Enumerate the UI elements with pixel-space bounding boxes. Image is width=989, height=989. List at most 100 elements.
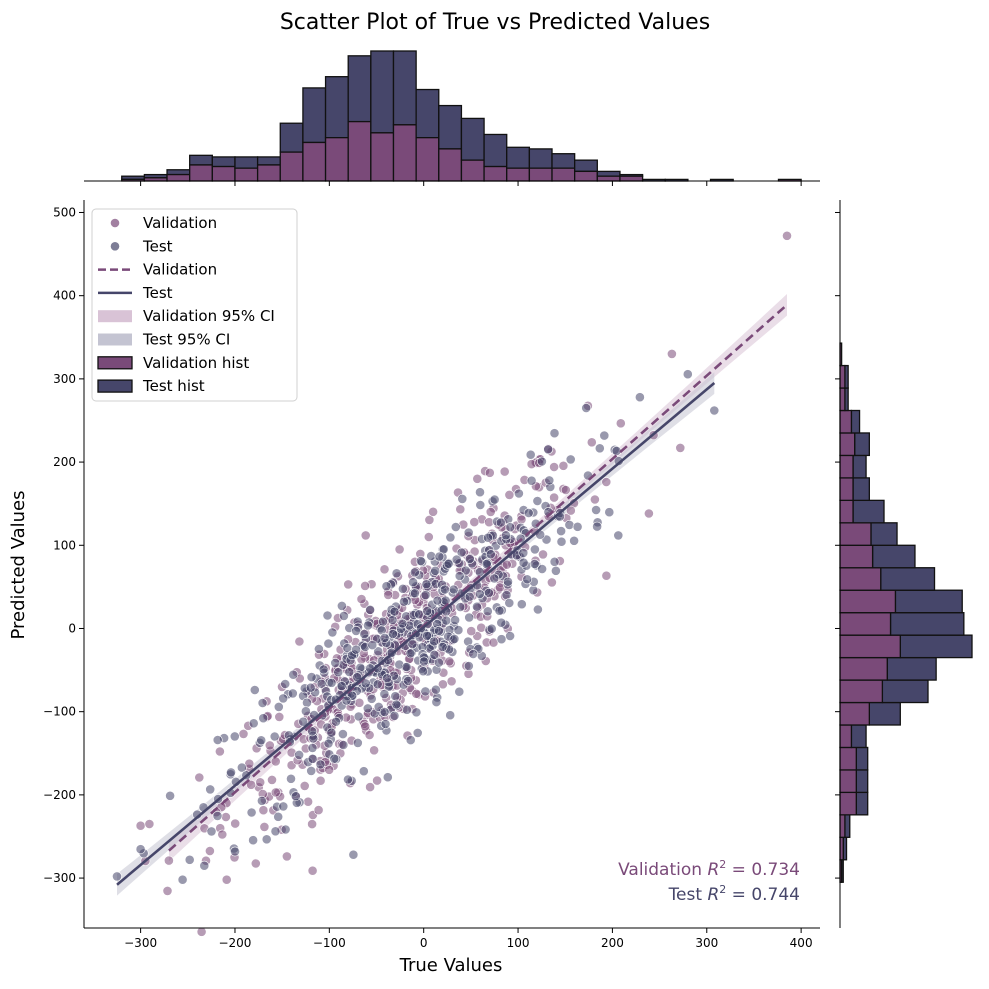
test-point <box>544 475 555 486</box>
validation-point <box>469 517 480 527</box>
test-point <box>485 549 496 560</box>
validation-point <box>437 679 448 690</box>
test-point <box>518 548 529 558</box>
top-hist-test-bar <box>234 156 259 169</box>
test-point <box>322 610 333 621</box>
test-point <box>474 589 485 599</box>
test-point <box>336 681 347 691</box>
test-point <box>418 666 429 677</box>
test-point <box>390 691 401 702</box>
test-point <box>432 595 443 606</box>
test-point <box>362 703 373 714</box>
r2-annotations: Validation R2 = 0.734 Test R2 = 0.744 <box>618 858 800 905</box>
right-hist-validation-bar <box>839 724 853 749</box>
test-point <box>306 766 317 776</box>
test-point <box>290 791 301 802</box>
validation-point <box>270 787 281 798</box>
validation-r2-annotation: Validation R2 = 0.734 <box>618 858 800 880</box>
validation-point <box>267 775 277 785</box>
top-marginal-histogram <box>84 50 820 186</box>
test-point <box>365 604 375 615</box>
validation-point <box>383 590 394 600</box>
test-point <box>302 697 312 708</box>
right-hist-test-bar <box>889 612 965 636</box>
top-hist-test-bar <box>370 50 395 134</box>
y-tick-label: 400 <box>53 289 76 303</box>
test-point <box>273 811 284 822</box>
test-point <box>581 403 592 413</box>
test-point <box>592 521 602 532</box>
test-point <box>549 556 560 567</box>
validation-point <box>135 820 146 831</box>
test-point <box>248 718 259 729</box>
y-tick-label: −300 <box>43 871 76 885</box>
top-hist-test-bar <box>551 153 576 169</box>
top-hist-test-bar <box>438 104 463 150</box>
right-hist-test-bar <box>871 544 916 569</box>
validation-point <box>560 485 571 495</box>
right-hist-test-bar <box>855 791 869 816</box>
top-hist-test-bar <box>483 133 508 168</box>
y-axis-label: Predicted Values <box>8 490 29 639</box>
top-hist-validation-bar <box>551 167 576 182</box>
top-hist-validation-bar <box>574 170 598 182</box>
validation-point <box>547 577 557 588</box>
test-point <box>280 679 291 689</box>
validation-point <box>504 489 515 500</box>
test-point <box>338 740 349 750</box>
legend-label: Validation <box>143 261 217 279</box>
right-hist-validation-bar <box>839 544 874 569</box>
test-point <box>451 554 462 565</box>
validation-point <box>194 772 205 783</box>
top-hist-test-bar <box>528 148 553 169</box>
chart-title: Scatter Plot of True vs Predicted Values <box>280 10 710 35</box>
top-hist-validation-bar <box>211 165 236 182</box>
top-hist-validation-bar <box>324 137 349 182</box>
top-hist-validation-bar <box>392 124 417 182</box>
test-point <box>433 626 444 636</box>
right-hist-test-bar <box>850 724 867 749</box>
test-point <box>504 598 515 608</box>
test-point <box>230 846 240 857</box>
test-point <box>532 496 543 506</box>
right-hist-validation-bar <box>839 701 870 726</box>
test-point <box>456 547 467 558</box>
test-point <box>486 623 497 634</box>
test-point <box>351 626 361 636</box>
validation-point <box>230 818 241 829</box>
top-hist-test-bar <box>347 55 372 123</box>
x-tick-label: 200 <box>601 936 624 950</box>
top-hist-validation-bar <box>166 173 191 182</box>
right-hist-validation-bar <box>839 477 854 502</box>
test-point <box>522 574 533 585</box>
test-point <box>236 762 247 773</box>
test-point <box>329 753 340 764</box>
test-point <box>287 688 298 699</box>
right-hist-validation-bar <box>839 769 857 794</box>
test-point <box>387 615 398 625</box>
validation-point <box>220 812 231 822</box>
test-point <box>533 604 543 615</box>
test-point <box>430 565 441 576</box>
top-hist-validation-bar <box>279 151 304 182</box>
test-point <box>248 835 258 846</box>
top-hist-test-bar <box>211 156 236 168</box>
test-point <box>464 612 475 623</box>
legend-label: Test <box>142 284 173 302</box>
right-hist-test-bar <box>870 522 898 546</box>
validation-point <box>428 506 438 517</box>
test-point <box>298 716 309 727</box>
test-point <box>468 649 479 659</box>
validation-point <box>586 437 597 448</box>
test-point <box>604 507 615 518</box>
validation-point <box>258 805 269 816</box>
test-point <box>397 583 408 594</box>
validation-point <box>307 819 317 829</box>
validation-point <box>238 729 249 739</box>
validation-point <box>601 477 612 487</box>
main-plot-area: −300 −200 −100 0 100 200 300 400 −300 −200 −100 0 10… <box>43 200 820 950</box>
top-hist-validation-bar <box>619 175 644 182</box>
right-hist-validation-bar <box>839 364 846 389</box>
test-point <box>333 667 344 678</box>
test-point <box>529 559 540 569</box>
